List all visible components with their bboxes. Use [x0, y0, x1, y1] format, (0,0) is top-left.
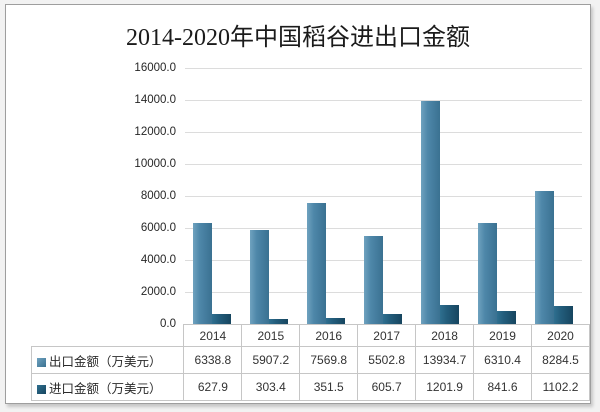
year-header-cell: 2016: [299, 324, 359, 347]
y-axis-tick-label: 6000.0: [140, 222, 176, 234]
export-value-cell: 5502.8: [357, 346, 417, 374]
gridline: [185, 132, 582, 133]
year-header-cell: 2015: [241, 324, 301, 347]
import-value-cell: 605.7: [357, 373, 417, 401]
y-axis-tick-label: 10000.0: [134, 158, 176, 170]
y-axis-tick-label: 0.0: [160, 318, 176, 330]
y-axis-tick-label: 14000.0: [134, 94, 176, 106]
import-value-cell: 1102.2: [530, 373, 591, 401]
export-value-cell: 6338.8: [183, 346, 243, 374]
table-corner-cell: [32, 325, 184, 347]
bar-export-2020: [534, 191, 554, 324]
legend-swatch-import: [37, 384, 46, 394]
export-value-cell: 5907.2: [241, 346, 301, 374]
export-series-label: 出口金额（万美元）: [30, 346, 185, 374]
y-axis-tick-label: 4000.0: [140, 254, 176, 266]
y-axis-tick-label: 16000.0: [134, 62, 176, 74]
export-value-cell: 13934.7: [415, 346, 475, 374]
year-header-cell: 2017: [357, 324, 417, 347]
legend-swatch-export: [37, 357, 46, 367]
bar-import-2018: [439, 304, 459, 324]
export-value-cell: 8284.5: [530, 346, 591, 374]
import-value-cell: 303.4: [241, 373, 301, 401]
bar-import-2014: [211, 314, 231, 324]
y-axis: 16000.0 14000.0 12000.0 10000.0 8000.0 6000.0…: [6, 5, 176, 403]
bar-import-2015: [268, 319, 288, 324]
bar-export-2015: [249, 229, 269, 324]
bar-import-2020: [553, 306, 573, 324]
gridline: [185, 196, 582, 197]
chart-title: 2014-2020年中国稻谷进出口金额: [126, 25, 470, 51]
bar-export-2014: [192, 222, 212, 324]
y-axis-tick-label: 2000.0: [140, 286, 176, 298]
import-series-label: 进口金额（万美元）: [30, 373, 185, 401]
bar-import-2017: [382, 314, 402, 324]
bar-export-2016: [306, 202, 326, 324]
import-value-cell: 1201.9: [415, 373, 475, 401]
bar-export-2019: [477, 223, 497, 324]
gridline: [185, 228, 582, 229]
plot-area: [183, 68, 582, 324]
gridline: [185, 292, 582, 293]
export-value-cell: 6310.4: [473, 346, 532, 374]
year-header-cell: 2020: [530, 324, 591, 347]
import-value-cell: 627.9: [183, 373, 243, 401]
bar-import-2016: [325, 318, 345, 324]
bar-export-2017: [363, 236, 383, 324]
gridline: [185, 260, 582, 261]
gridline: [185, 68, 582, 69]
data-table: 2014 2015 2016 2017 2018 2019 2020 出口金额（万美元） 633…: [30, 324, 591, 401]
bar-export-2018: [420, 101, 440, 324]
export-value-cell: 7569.8: [299, 346, 359, 374]
gridline: [185, 164, 582, 165]
bar-import-2019: [496, 310, 516, 324]
import-value-cell: 351.5: [299, 373, 359, 401]
gridline: [185, 100, 582, 101]
y-axis-tick-label: 12000.0: [134, 126, 176, 138]
y-axis-tick-label: 8000.0: [140, 190, 176, 202]
year-header-cell: 2018: [415, 324, 475, 347]
import-value-cell: 841.6: [473, 373, 532, 401]
year-header-cell: 2014: [183, 324, 243, 347]
chart-card: 2014-2020年中国稻谷进出口金额 16000.0 14000.0 12000.…: [5, 4, 591, 404]
year-header-cell: 2019: [473, 324, 532, 347]
